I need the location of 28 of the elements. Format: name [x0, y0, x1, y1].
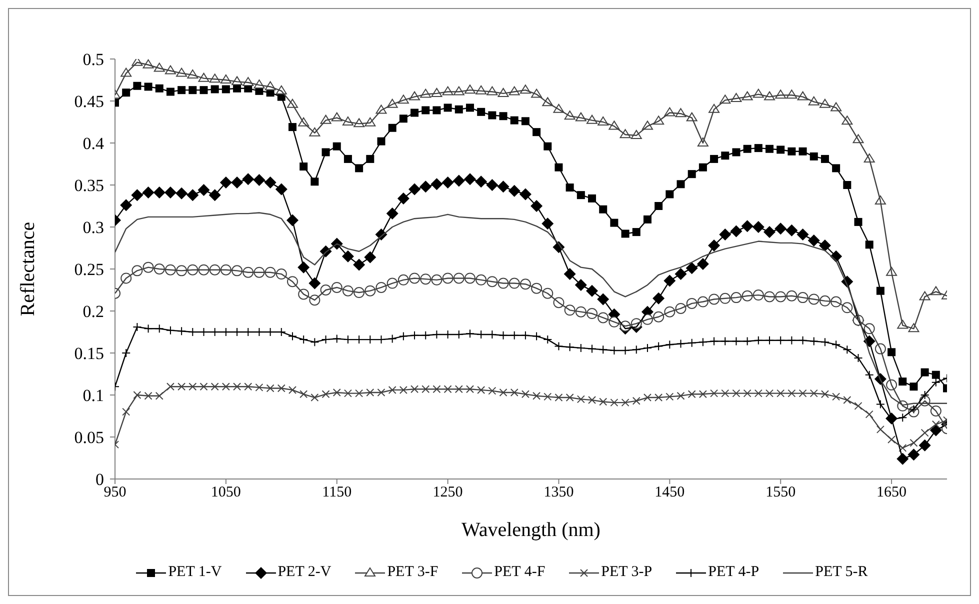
x-tick-label: 1650: [876, 484, 907, 501]
y-tick-label: 0.25: [74, 260, 104, 280]
legend-label: PET 4-F: [494, 564, 546, 581]
y-tick-label: 0.4: [82, 134, 104, 154]
legend-label: PET 4-P: [708, 564, 760, 581]
x-tick-label: 950: [104, 484, 126, 501]
y-tick-label: 0: [96, 470, 104, 490]
y-axis-title: Reflectance: [17, 222, 40, 316]
legend-label: PET 2-V: [278, 564, 332, 581]
y-tick-label: 0.5: [82, 50, 104, 70]
x-tick-label: 1250: [432, 484, 463, 501]
x-tick-label: 1150: [322, 484, 352, 501]
legend-label: PET 5-R: [815, 564, 868, 581]
y-tick-label: 0.45: [74, 92, 104, 112]
y-tick-label: 0.05: [74, 428, 104, 448]
y-tick-label: 0.1: [82, 386, 104, 406]
x-tick-label: 1350: [544, 484, 574, 501]
x-tick-label: 1050: [210, 484, 241, 501]
x-tick-label: 1450: [654, 484, 685, 501]
y-tick-label: 0.15: [74, 344, 104, 364]
y-tick-label: 0.3: [82, 218, 104, 238]
legend-label: PET 1-V: [168, 564, 222, 581]
y-tick-label: 0.2: [82, 302, 104, 322]
legend-label: PET 3-F: [387, 564, 438, 581]
x-tick-label: 1550: [766, 484, 796, 501]
legend-label: PET 3-P: [601, 564, 652, 581]
x-axis-title: Wavelength (nm): [462, 519, 600, 541]
y-tick-label: 0.35: [74, 176, 104, 196]
